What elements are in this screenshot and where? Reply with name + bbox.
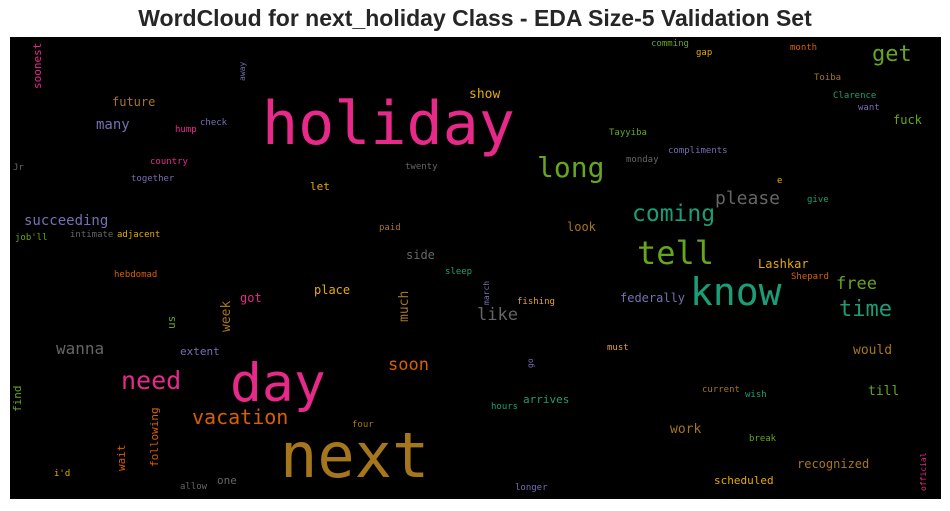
word-allow: allow bbox=[180, 482, 208, 492]
word-official: official bbox=[919, 452, 928, 491]
word-country: country bbox=[150, 157, 188, 167]
word-holiday: holiday bbox=[262, 89, 515, 159]
word-work: work bbox=[670, 422, 702, 437]
word-federally: federally bbox=[620, 291, 686, 305]
word-succeeding: succeeding bbox=[24, 213, 109, 229]
word-lashkar: Lashkar bbox=[758, 257, 809, 271]
word-recognized: recognized bbox=[797, 457, 870, 471]
word-side: side bbox=[406, 248, 435, 262]
word-jr: Jr bbox=[13, 163, 24, 173]
word-soon: soon bbox=[388, 355, 429, 375]
word-twenty: twenty bbox=[405, 162, 438, 172]
word-want: want bbox=[858, 103, 880, 113]
word-give: give bbox=[807, 195, 829, 205]
word-like: like bbox=[477, 305, 518, 325]
chart-title: WordCloud for next_holiday Class - EDA S… bbox=[138, 5, 812, 31]
word-wish: wish bbox=[745, 390, 767, 400]
word-sleep: sleep bbox=[445, 267, 473, 277]
word-away: away bbox=[238, 61, 247, 81]
word-fishing: fishing bbox=[517, 297, 555, 307]
word-toiba: Toiba bbox=[814, 73, 842, 83]
word-current: current bbox=[702, 385, 740, 395]
word-intimate: intimate bbox=[70, 230, 114, 240]
word-wanna: wanna bbox=[56, 339, 105, 358]
word-week: week bbox=[219, 300, 234, 332]
word-together: together bbox=[131, 174, 175, 184]
word-hump: hump bbox=[175, 125, 197, 135]
word-following: following bbox=[148, 407, 161, 467]
word-four: four bbox=[352, 420, 374, 430]
word-one: one bbox=[217, 474, 237, 487]
word-place: place bbox=[314, 283, 351, 297]
word-clarence: Clarence bbox=[833, 91, 877, 101]
word-much: much bbox=[397, 290, 412, 322]
word-please: please bbox=[715, 188, 781, 209]
word-cloud: holiday next day know tell long coming n… bbox=[10, 37, 941, 499]
word-vacation: vacation bbox=[192, 405, 289, 429]
word-id: i'd bbox=[54, 469, 71, 479]
word-soonest: soonest bbox=[31, 42, 44, 89]
word-day: day bbox=[230, 353, 326, 414]
word-need: need bbox=[121, 366, 182, 395]
word-must: must bbox=[607, 343, 629, 353]
word-show: show bbox=[469, 87, 501, 102]
word-know: know bbox=[690, 270, 782, 314]
word-go: go bbox=[526, 358, 535, 368]
word-many: many bbox=[96, 117, 130, 133]
word-coming: coming bbox=[632, 201, 716, 227]
word-extent: extent bbox=[180, 345, 220, 358]
word-paid: paid bbox=[379, 223, 401, 233]
word-arrives: arrives bbox=[523, 393, 570, 406]
word-look: look bbox=[567, 220, 596, 234]
word-free: free bbox=[836, 274, 877, 294]
word-tell: tell bbox=[637, 234, 715, 272]
word-break: break bbox=[749, 434, 777, 444]
word-till: till bbox=[868, 384, 900, 399]
word-us: us bbox=[165, 315, 178, 329]
word-shepard: Shepard bbox=[791, 272, 829, 282]
word-would: would bbox=[853, 343, 893, 358]
word-adjacent: adjacent bbox=[117, 230, 161, 240]
word-long: long bbox=[537, 151, 605, 184]
word-get: get bbox=[872, 42, 912, 67]
word-month: month bbox=[790, 43, 818, 53]
word-march: march bbox=[482, 280, 491, 305]
word-comming: comming bbox=[651, 39, 689, 49]
word-jobll: job'll bbox=[15, 233, 48, 243]
word-time: time bbox=[839, 297, 892, 322]
word-find: find bbox=[11, 385, 24, 413]
word-wait: wait bbox=[115, 444, 128, 472]
word-fuck: fuck bbox=[893, 113, 922, 127]
word-check: check bbox=[200, 118, 228, 128]
word-hours: hours bbox=[491, 402, 519, 412]
word-hebdomad: hebdomad bbox=[114, 270, 158, 280]
word-e: e bbox=[777, 176, 783, 186]
word-longer: longer bbox=[515, 483, 548, 493]
word-monday: monday bbox=[626, 155, 659, 165]
word-scheduled: scheduled bbox=[714, 474, 774, 487]
word-got: got bbox=[240, 291, 262, 305]
word-gap: gap bbox=[696, 48, 713, 58]
word-tayyiba: Tayyiba bbox=[609, 128, 647, 138]
word-compliments: compliments bbox=[668, 146, 728, 156]
word-future: future bbox=[112, 95, 156, 109]
word-let: let bbox=[310, 180, 330, 193]
word-next: next bbox=[280, 419, 430, 492]
